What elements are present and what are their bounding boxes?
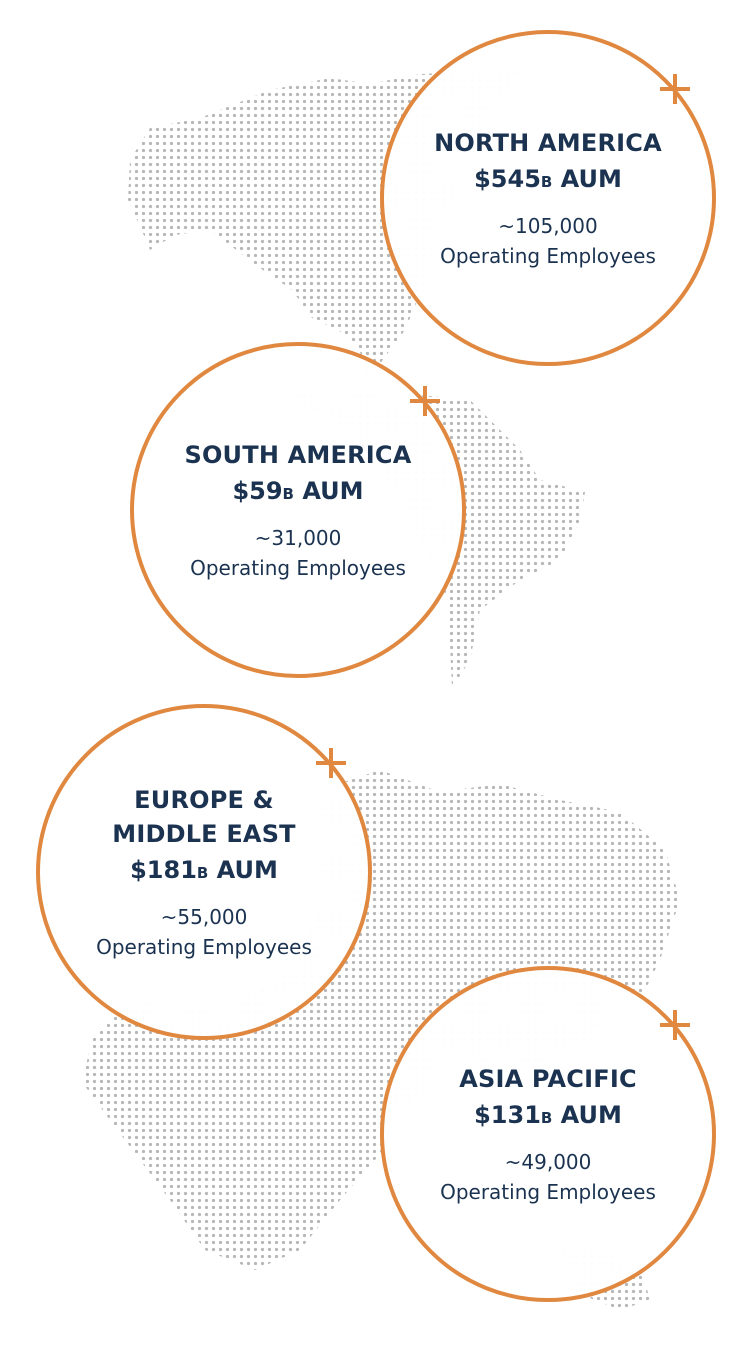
region-title: MIDDLE EAST [112, 819, 296, 848]
plus-icon[interactable] [660, 74, 690, 104]
plus-icon[interactable] [316, 748, 346, 778]
plus-icon[interactable] [410, 386, 440, 416]
aum-value: $59B AUM [232, 476, 364, 505]
south-america-circle[interactable]: SOUTH AMERICA $59B AUM ~31,000 Operating… [130, 342, 466, 678]
employee-label: Operating Employees [96, 934, 312, 959]
plus-icon[interactable] [660, 1010, 690, 1040]
region-title: SOUTH AMERICA [184, 440, 412, 469]
employee-label: Operating Employees [440, 243, 656, 268]
region-title: NORTH AMERICA [434, 128, 662, 157]
region-title: ASIA PACIFIC [459, 1064, 637, 1093]
employee-label: Operating Employees [440, 1179, 656, 1204]
region-title: EUROPE & [134, 785, 274, 814]
aum-value: $181B AUM [130, 855, 278, 884]
europe-middle-east-circle[interactable]: EUROPE & MIDDLE EAST $181B AUM ~55,000 O… [36, 704, 372, 1040]
employee-label: Operating Employees [190, 555, 406, 580]
aum-value: $545B AUM [474, 164, 622, 193]
employee-count: ~55,000 [160, 904, 248, 929]
employee-count: ~49,000 [504, 1149, 592, 1174]
aum-value: $131B AUM [474, 1100, 622, 1129]
employee-count: ~31,000 [254, 525, 342, 550]
north-america-circle[interactable]: NORTH AMERICA $545B AUM ~105,000 Operati… [380, 30, 716, 366]
employee-count: ~105,000 [498, 213, 598, 238]
asia-pacific-circle[interactable]: ASIA PACIFIC $131B AUM ~49,000 Operating… [380, 966, 716, 1302]
